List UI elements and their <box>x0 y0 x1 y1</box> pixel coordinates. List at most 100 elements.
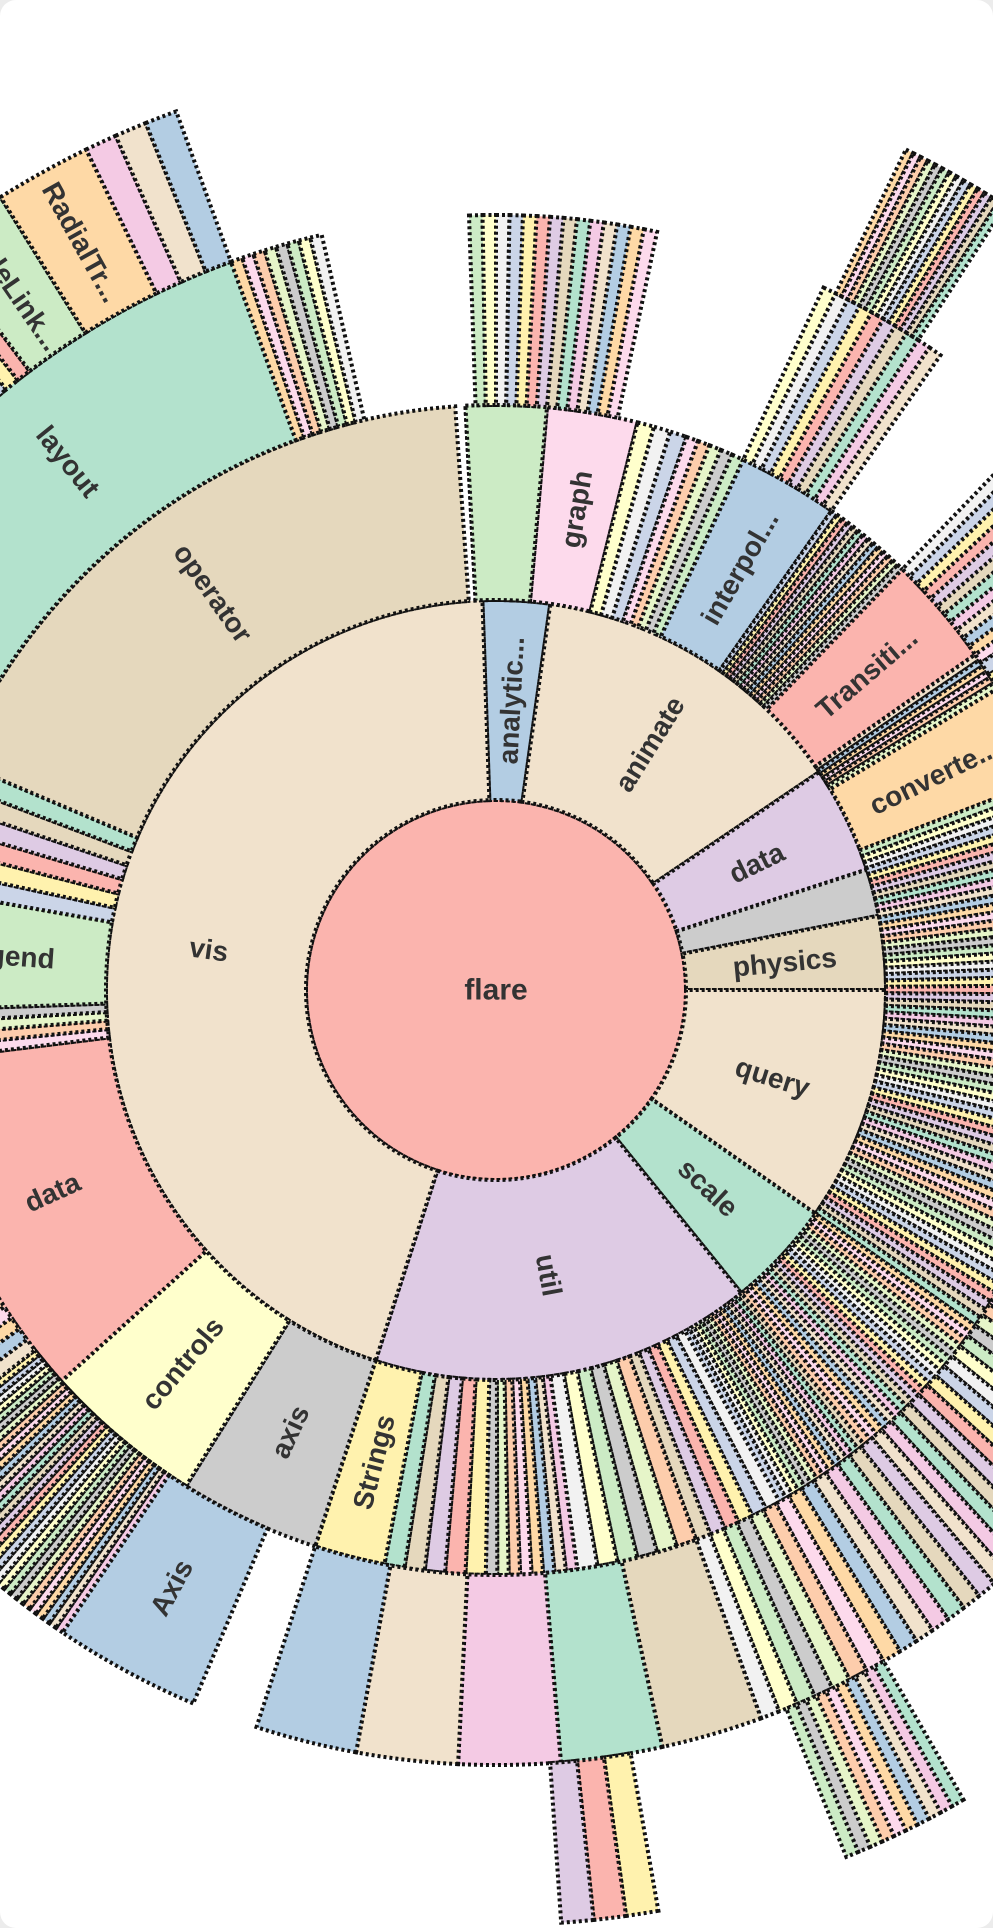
ring3-segment[interactable] <box>785 316 898 492</box>
ring3-segment-layout[interactable] <box>0 259 299 683</box>
ring3-segment[interactable] <box>822 1462 952 1634</box>
ring3-segment[interactable] <box>353 1563 470 1767</box>
ring2-segment-data[interactable] <box>0 1035 210 1385</box>
ring2-segment[interactable] <box>744 539 881 698</box>
ring3-segment[interactable] <box>253 1543 393 1755</box>
ring2-segment[interactable] <box>747 544 886 701</box>
ring3-segment[interactable] <box>776 309 887 487</box>
ring2-segment[interactable] <box>463 1377 492 1577</box>
ring3-segment[interactable] <box>798 1478 920 1655</box>
ring3-segment[interactable] <box>575 220 620 415</box>
ring3-segment[interactable] <box>920 462 993 602</box>
ring3-segment[interactable] <box>605 226 660 421</box>
ring3-segment[interactable] <box>554 216 593 412</box>
ring3-segment[interactable] <box>913 452 993 594</box>
ring3-segment[interactable] <box>250 247 324 437</box>
ring3-segment[interactable] <box>565 218 607 413</box>
ring3-segment[interactable] <box>262 244 333 435</box>
ring2-segment[interactable] <box>643 447 735 636</box>
ring4-segment[interactable] <box>833 1679 921 1834</box>
ring3-segment[interactable] <box>534 214 566 410</box>
ring2-segment[interactable] <box>754 552 896 707</box>
ring2-segment-legend[interactable] <box>0 888 115 1010</box>
ring2-segment[interactable] <box>734 527 866 690</box>
ring3-segment[interactable] <box>239 251 316 440</box>
ring2-segment-graph[interactable] <box>527 405 640 615</box>
ring3-segment[interactable] <box>794 322 910 497</box>
ring3-segment[interactable] <box>972 546 993 666</box>
ring2-segment[interactable] <box>757 557 901 710</box>
ring3-segment[interactable] <box>456 1570 564 1768</box>
ring3-segment-axis[interactable] <box>59 1472 271 1707</box>
ring2-segment[interactable] <box>802 1219 969 1349</box>
ring3-segment[interactable] <box>934 482 993 617</box>
ring3-segment[interactable] <box>857 1435 993 1599</box>
ring3-segment[interactable] <box>947 502 993 633</box>
ring3-segment[interactable] <box>514 213 539 408</box>
ring2-segment[interactable] <box>650 452 746 640</box>
ring3-segment[interactable] <box>846 1444 983 1611</box>
ring3-segment[interactable] <box>0 1296 8 1410</box>
ring2-segment[interactable] <box>422 1374 465 1575</box>
ring3-segment[interactable] <box>899 433 993 580</box>
ring2-segment[interactable] <box>628 438 713 630</box>
ring3-segment[interactable] <box>494 212 512 408</box>
ring4-segment[interactable] <box>793 1697 873 1855</box>
ring2-segment[interactable] <box>751 548 891 704</box>
ring3-segment[interactable] <box>767 302 875 482</box>
ring1-segment-query[interactable] <box>648 988 889 1217</box>
ring2-segment[interactable] <box>0 1018 111 1049</box>
ring3-segment[interactable] <box>284 238 350 430</box>
ring2-segment[interactable] <box>737 531 871 692</box>
ring3-segment[interactable] <box>960 524 993 649</box>
ring1-segment-analytic[interactable] <box>480 597 553 805</box>
ring2-segment[interactable] <box>620 434 701 627</box>
ring3-segment[interactable] <box>773 1493 887 1674</box>
ring3-segment[interactable] <box>307 232 367 425</box>
ring4-segment[interactable] <box>852 1668 944 1822</box>
ring2-segment[interactable] <box>766 1260 916 1410</box>
ring2-segment[interactable] <box>720 511 846 679</box>
ring3-segment[interactable] <box>785 1486 903 1664</box>
ring2-segment[interactable] <box>716 508 840 676</box>
ring3-segment[interactable] <box>986 573 993 688</box>
ring3-segment[interactable] <box>0 1336 38 1468</box>
ring3-segment[interactable] <box>273 241 341 432</box>
ring3-segment[interactable] <box>585 222 633 417</box>
ring2-segment-small[interactable] <box>463 402 550 604</box>
ring2-segment[interactable] <box>0 1001 109 1024</box>
ring2-segment[interactable] <box>741 535 876 695</box>
ring3-segment[interactable] <box>619 1537 764 1750</box>
ring4-segment[interactable] <box>842 1674 932 1828</box>
ring1-segment-animate[interactable] <box>520 601 823 887</box>
ring4-segment[interactable] <box>547 1758 596 1925</box>
ring3-segment[interactable] <box>954 513 993 641</box>
ring3-segment[interactable] <box>978 557 993 678</box>
ring2-segment[interactable] <box>825 681 993 792</box>
ring2-segment-axis[interactable] <box>183 1317 379 1549</box>
ring4-segment[interactable] <box>909 201 993 343</box>
ring2-segment[interactable] <box>0 1026 112 1061</box>
ring3-segment[interactable] <box>966 535 993 658</box>
ring3-segment[interactable] <box>927 471 993 610</box>
ring2-segment[interactable] <box>561 1369 620 1569</box>
ring3-segment[interactable] <box>941 492 993 625</box>
ring2-segment[interactable] <box>548 1371 600 1572</box>
ring2-segment[interactable] <box>0 1009 110 1036</box>
ring2-segment[interactable] <box>730 523 861 687</box>
ring4-segment[interactable] <box>803 1693 885 1850</box>
ring4-segment-radialtr[interactable] <box>0 146 159 336</box>
ring4-segment[interactable] <box>861 1663 955 1816</box>
ring4-segment[interactable] <box>823 1683 909 1839</box>
ring2-segment[interactable] <box>806 1215 974 1342</box>
ring3-segment[interactable] <box>480 212 498 408</box>
ring4-segment[interactable] <box>783 1701 861 1860</box>
ring3-segment[interactable] <box>820 344 944 514</box>
ring3-segment[interactable] <box>906 442 993 587</box>
ring3-segment[interactable] <box>0 1304 15 1425</box>
ring3-segment[interactable] <box>834 1453 967 1623</box>
ring3-segment[interactable] <box>740 284 839 467</box>
ring3-segment[interactable] <box>542 1559 665 1765</box>
ring3-segment[interactable] <box>544 215 580 411</box>
ring4-segment[interactable] <box>143 108 234 275</box>
